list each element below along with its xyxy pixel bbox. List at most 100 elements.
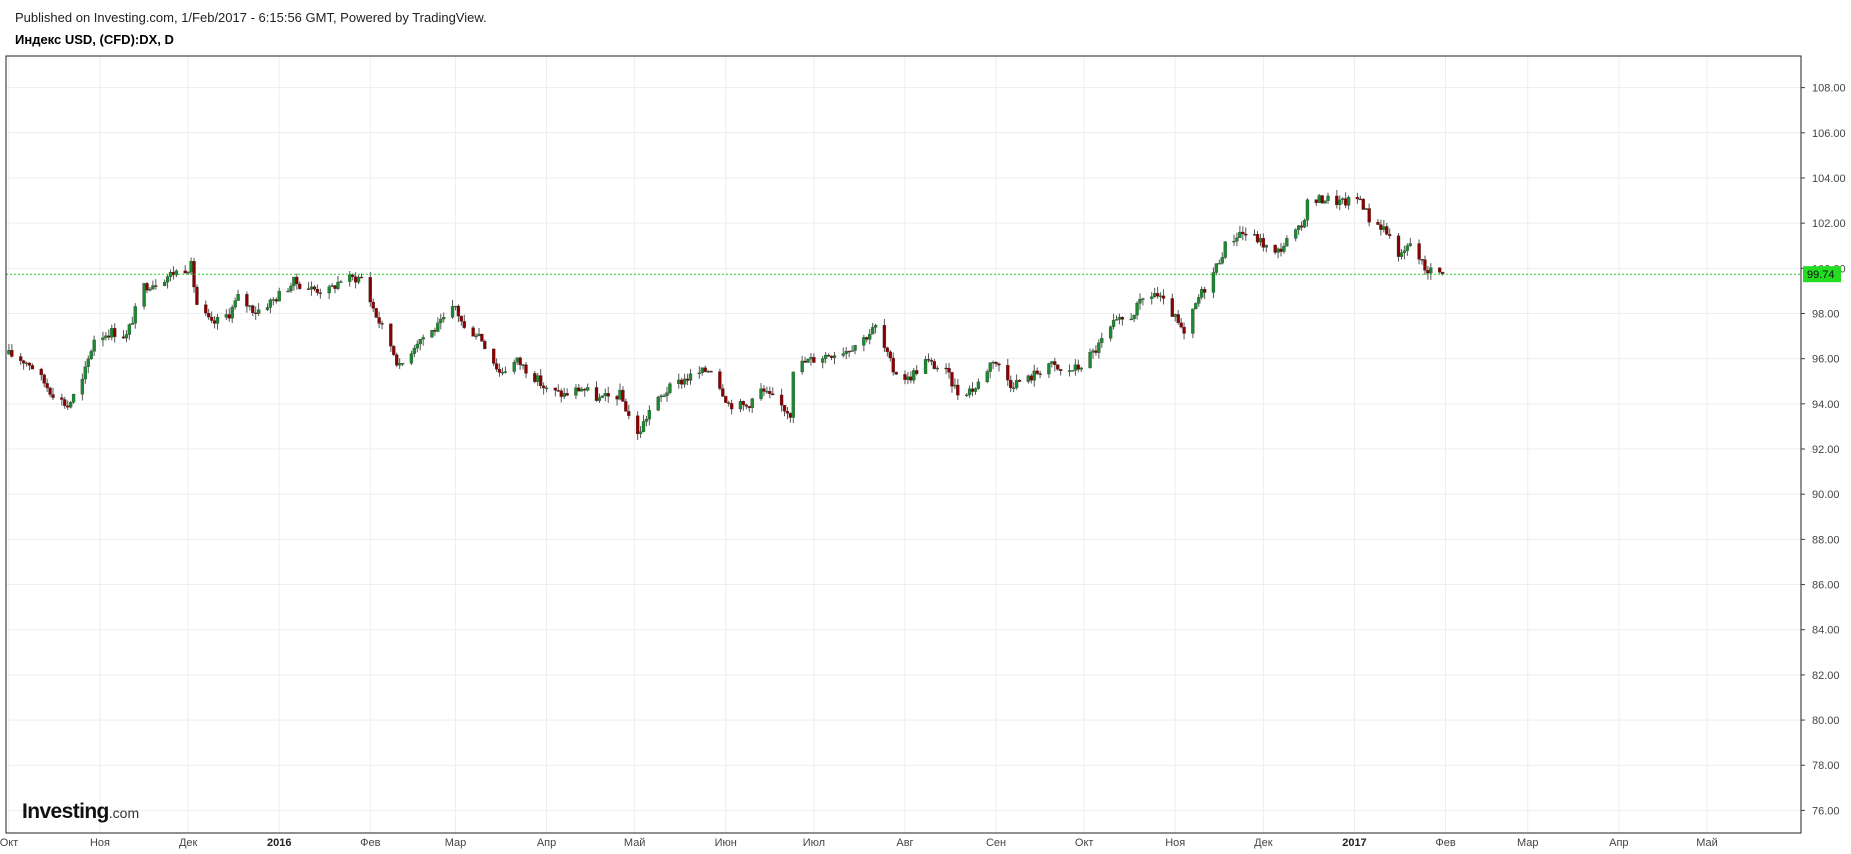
x-tick-label: Апр bbox=[1609, 837, 1628, 849]
candle-down bbox=[539, 375, 543, 387]
candle-up bbox=[430, 330, 434, 338]
candle-down bbox=[433, 330, 437, 332]
candle-up bbox=[233, 300, 237, 308]
candle-down bbox=[1255, 234, 1260, 243]
candle-up bbox=[215, 317, 220, 324]
candle-down bbox=[1361, 198, 1365, 210]
candle-down bbox=[145, 283, 149, 291]
candle-down bbox=[494, 363, 499, 370]
candle-down bbox=[63, 399, 67, 406]
candle-down bbox=[497, 369, 502, 373]
candle-up bbox=[706, 370, 710, 373]
candle-down bbox=[779, 394, 784, 406]
candle-down bbox=[594, 387, 599, 401]
candle-down bbox=[1006, 365, 1010, 381]
candle-up bbox=[1097, 342, 1101, 353]
candle-up bbox=[1346, 197, 1351, 206]
x-tick-label: Дек bbox=[179, 837, 198, 849]
candle-down bbox=[909, 376, 913, 381]
candle-up bbox=[912, 370, 916, 381]
candle-up bbox=[700, 367, 704, 374]
candle-up bbox=[268, 299, 273, 308]
candle-up bbox=[110, 328, 114, 338]
candle-up bbox=[474, 335, 478, 338]
candle-up bbox=[1429, 267, 1433, 274]
candle-down bbox=[788, 413, 793, 418]
candle-down bbox=[351, 274, 355, 277]
candle-down bbox=[926, 359, 931, 361]
candle-up bbox=[800, 360, 804, 373]
candle-up bbox=[1296, 225, 1301, 230]
y-tick-label: 88.00 bbox=[1812, 534, 1840, 546]
candle-down bbox=[994, 361, 998, 365]
candle-down bbox=[1358, 198, 1362, 201]
candle-down bbox=[183, 270, 187, 274]
candle-up bbox=[142, 283, 146, 307]
candle-up bbox=[1117, 317, 1122, 320]
candle-up bbox=[850, 350, 854, 352]
candle-up bbox=[1323, 200, 1327, 204]
candle-down bbox=[1420, 259, 1424, 261]
candle-up bbox=[1073, 364, 1078, 371]
candle-up bbox=[418, 339, 422, 345]
candle-down bbox=[744, 404, 748, 407]
candle-down bbox=[865, 337, 869, 340]
x-tick-label: Сен bbox=[986, 837, 1006, 849]
candle-up bbox=[412, 348, 417, 354]
candle-up bbox=[659, 395, 663, 398]
candle-up bbox=[68, 402, 73, 408]
candle-up bbox=[600, 395, 605, 398]
candle-up bbox=[1220, 257, 1224, 264]
candle-down bbox=[1385, 226, 1389, 235]
x-tick-label: Дек bbox=[1254, 837, 1273, 849]
candle-down bbox=[312, 286, 317, 290]
candle-up bbox=[1047, 363, 1051, 375]
candle-up bbox=[104, 335, 108, 338]
candle-up bbox=[638, 431, 643, 435]
candle-down bbox=[212, 320, 217, 324]
candle-down bbox=[680, 379, 684, 385]
candle-up bbox=[580, 388, 584, 392]
candle-down bbox=[762, 388, 766, 392]
candle-down bbox=[42, 374, 46, 384]
candle-down bbox=[389, 323, 393, 347]
candle-down bbox=[462, 321, 466, 328]
candle-down bbox=[1279, 248, 1283, 252]
last-price-label: 99.74 bbox=[1807, 269, 1835, 281]
candle-up bbox=[1200, 289, 1204, 298]
candle-up bbox=[400, 363, 405, 365]
candle-down bbox=[718, 371, 722, 389]
candle-up bbox=[1252, 234, 1257, 236]
y-tick-label: 92.00 bbox=[1812, 444, 1840, 456]
candle-down bbox=[741, 401, 746, 406]
candle-down bbox=[997, 363, 1001, 366]
candle-up bbox=[477, 333, 481, 337]
candle-down bbox=[39, 368, 43, 376]
candle-up bbox=[697, 372, 701, 375]
candle-down bbox=[209, 316, 214, 321]
candle-up bbox=[809, 357, 813, 360]
candle-down bbox=[1009, 379, 1013, 389]
candle-up bbox=[439, 318, 443, 324]
candle-up bbox=[1138, 298, 1142, 304]
candle-up bbox=[336, 281, 340, 289]
candle-up bbox=[1150, 296, 1154, 299]
candle-down bbox=[970, 388, 975, 392]
candle-up bbox=[1305, 199, 1310, 221]
candle-up bbox=[277, 291, 281, 302]
candle-up bbox=[1285, 238, 1289, 247]
candle-down bbox=[1056, 364, 1060, 370]
candle-up bbox=[1264, 244, 1268, 248]
candle-up bbox=[162, 281, 167, 286]
candle-down bbox=[624, 401, 628, 412]
candle-down bbox=[1017, 380, 1022, 382]
candle-down bbox=[1426, 270, 1430, 274]
candle-up bbox=[1153, 293, 1157, 297]
candle-up bbox=[985, 371, 989, 383]
candle-up bbox=[450, 306, 455, 318]
candle-down bbox=[1161, 295, 1166, 299]
candle-up bbox=[965, 394, 969, 397]
candle-down bbox=[251, 305, 255, 314]
candle-down bbox=[374, 308, 378, 318]
